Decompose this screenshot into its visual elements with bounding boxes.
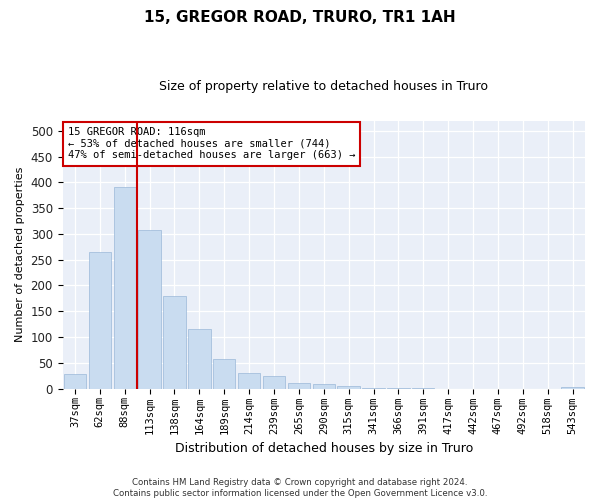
Bar [562, 387, 584, 388]
Bar [139, 230, 161, 388]
Bar [163, 296, 185, 388]
Bar [263, 376, 285, 388]
Title: Size of property relative to detached houses in Truro: Size of property relative to detached ho… [159, 80, 488, 93]
X-axis label: Distribution of detached houses by size in Truro: Distribution of detached houses by size … [175, 442, 473, 455]
Text: 15, GREGOR ROAD, TRURO, TR1 1AH: 15, GREGOR ROAD, TRURO, TR1 1AH [144, 10, 456, 25]
Bar [313, 384, 335, 388]
Bar [188, 330, 211, 388]
Bar [287, 383, 310, 388]
Bar [238, 373, 260, 388]
Bar [213, 358, 235, 388]
Bar [337, 386, 360, 388]
Bar [89, 252, 111, 388]
Bar [64, 374, 86, 388]
Text: Contains HM Land Registry data © Crown copyright and database right 2024.
Contai: Contains HM Land Registry data © Crown c… [113, 478, 487, 498]
Bar [113, 186, 136, 388]
Y-axis label: Number of detached properties: Number of detached properties [15, 167, 25, 342]
Text: 15 GREGOR ROAD: 116sqm
← 53% of detached houses are smaller (744)
47% of semi-de: 15 GREGOR ROAD: 116sqm ← 53% of detached… [68, 128, 355, 160]
